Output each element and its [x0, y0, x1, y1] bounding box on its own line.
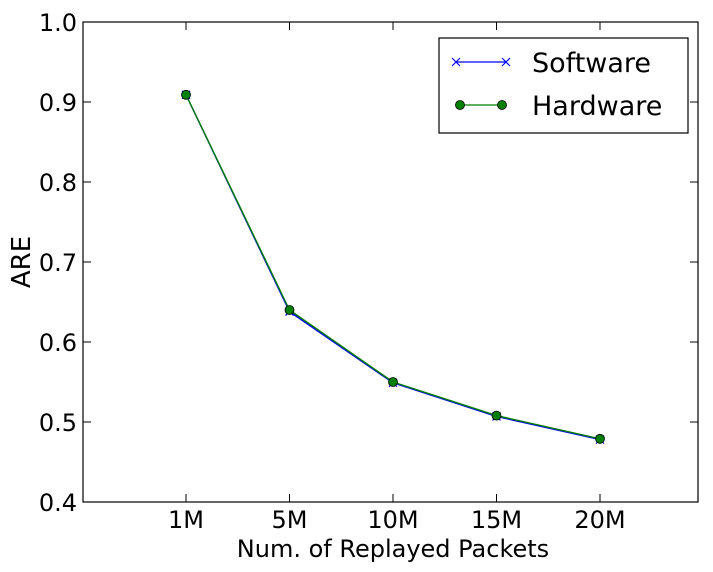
legend-entry-hardware: Hardware	[455, 91, 662, 122]
x-axis-label: Num. of Replayed Packets	[237, 535, 549, 563]
data-point-hardware	[181, 89, 191, 100]
legend-software-marker-left	[451, 57, 461, 67]
data-point-hardware	[388, 377, 398, 387]
x-tick-label: 15M	[471, 506, 522, 534]
y-tick-label: 1.0	[39, 9, 77, 37]
x-tick-label: 10M	[367, 506, 418, 534]
x-tick-label: 20M	[574, 506, 625, 534]
data-point-hardware	[491, 410, 502, 421]
legend-hardware-label: Hardware	[532, 91, 662, 122]
legend-hardware-marker-right	[497, 100, 507, 110]
y-tick-label: 0.6	[39, 329, 77, 357]
y-tick-label: 0.8	[39, 169, 77, 197]
plot-layer	[181, 89, 605, 445]
legend-frame	[438, 37, 689, 134]
y-tick-label: 0.9	[39, 89, 77, 117]
x-tick-label: 1M	[168, 506, 204, 534]
legend-software-marker-right	[501, 57, 511, 67]
legend: Software Hardware	[438, 37, 689, 134]
y-tick-label: 0.4	[39, 489, 77, 517]
y-tick-label: 0.5	[39, 409, 77, 437]
legend-hardware-marker-left	[455, 100, 465, 110]
y-axis-label: ARE	[7, 236, 37, 288]
x-tick-label: 5M	[272, 506, 308, 534]
series-line-software	[185, 94, 601, 441]
axes-layer: 0.4 0.5 0.6 0.7 0.8 0.9 1.0 1M 5M 10M 15M 20M	[39, 9, 698, 534]
legend-entry-software: Software	[451, 48, 651, 79]
legend-software-label: Software	[532, 48, 651, 79]
y-tick-label: 0.7	[39, 249, 77, 277]
series-line-hardware	[185, 94, 601, 440]
data-point-hardware	[595, 433, 605, 444]
data-point-hardware	[284, 305, 295, 315]
